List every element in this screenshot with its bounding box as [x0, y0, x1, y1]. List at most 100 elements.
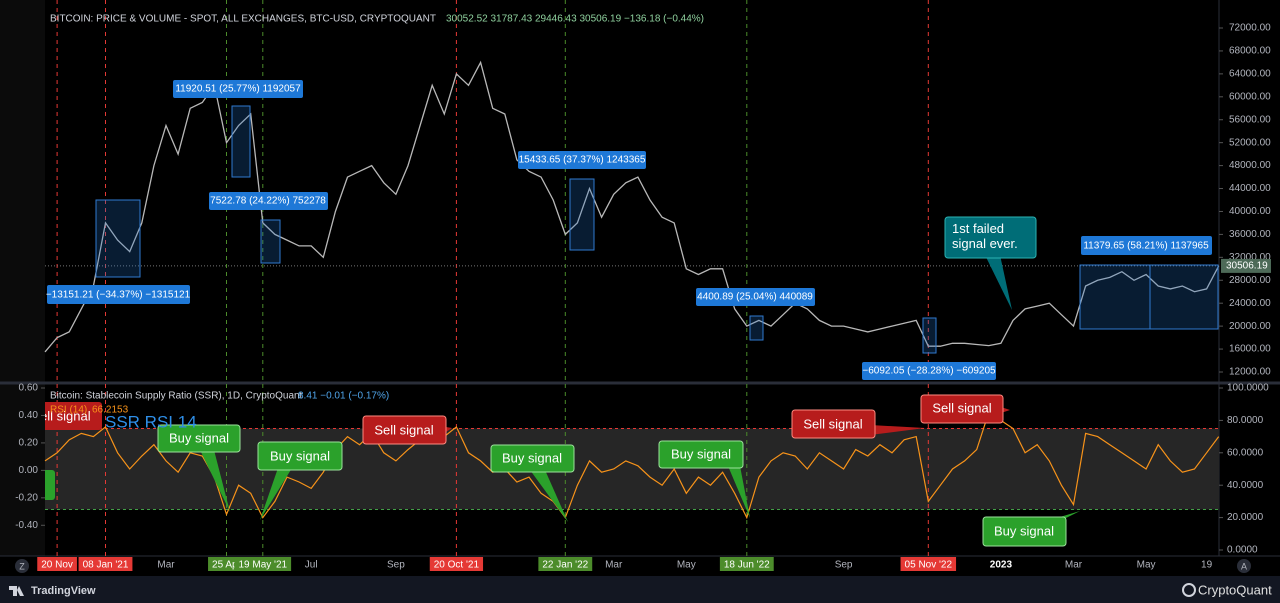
signal-label: Buy signal: [502, 450, 562, 465]
measure-label-bg: [1081, 236, 1212, 255]
zoom-button[interactable]: [15, 559, 29, 573]
callout-text-wrap: 1st failed signal ever.: [952, 221, 1018, 251]
y-tick-label: 60.0000: [1227, 447, 1264, 458]
signal-label: Sell signal: [31, 408, 90, 423]
last-price-label: 30506.19: [1226, 261, 1268, 272]
y-tick-label: 80.0000: [1227, 415, 1264, 426]
zoom-button-label[interactable]: Z: [19, 561, 25, 571]
measure-label: 11920.51 (25.77%) 1192057: [175, 84, 301, 95]
y-tick-label: 32000.00: [1229, 252, 1271, 263]
y-tick-label: 40000.00: [1229, 206, 1271, 217]
signal-label: Sell signal: [803, 416, 862, 431]
callout-box: [944, 216, 1037, 259]
y-tick-label: 100.0000: [1227, 383, 1269, 394]
x-tick-label: 19 May '21: [238, 560, 287, 571]
x-tick-label: May: [1137, 560, 1156, 571]
signal-label: Buy signal: [671, 446, 731, 461]
y-tick-label: 0.0000: [1227, 545, 1258, 556]
y-tick-label: 40.0000: [1227, 480, 1264, 491]
signal-label: Sell signal: [932, 400, 991, 415]
x-tick-label: 22 Jan '22: [542, 560, 588, 571]
date-label-bg: [37, 557, 77, 571]
y-tick-label: 24000.00: [1229, 298, 1271, 309]
measure-box: [569, 178, 595, 251]
measure-label: 4400.89 (25.04%) 440089: [697, 292, 813, 303]
x-tick-label: May: [677, 560, 696, 571]
signal-label: Buy signal: [994, 523, 1054, 538]
rsi-label: RSI (14): [50, 405, 87, 416]
x-tick-label: 19: [1201, 560, 1213, 571]
sell-bubble: [791, 409, 876, 439]
buy-bubble: [490, 444, 575, 473]
tradingview-text[interactable]: TradingView: [31, 585, 96, 597]
plot-layer: 12000.00 16000.00 20000.00 24000.00 28000.00…: [15, 0, 1271, 571]
ssr-values: 8.41 −0.01 (−0.17%): [298, 391, 389, 402]
y-tick-label: 20.0000: [1227, 512, 1264, 523]
callout-tail: [985, 255, 1012, 310]
auto-button[interactable]: [1237, 559, 1251, 573]
buy-tail: [728, 466, 750, 518]
y-tick-label: 48000.00: [1229, 160, 1271, 171]
measure-label: 11379.65 (58.21%) 1137965: [1083, 241, 1209, 252]
rsi-band: [45, 428, 1219, 510]
x-tick-label: 2023: [990, 560, 1013, 571]
y-tick-label: 36000.00: [1229, 229, 1271, 240]
measure-label: −13151.21 (−34.37%) −1315121: [46, 290, 191, 301]
y-tick-label: 28000.00: [1229, 275, 1271, 286]
measure-label: 7522.78 (24.22%) 752278: [210, 196, 326, 207]
measure-box: [1079, 264, 1219, 330]
y-tick-label: 56000.00: [1229, 114, 1271, 125]
y-tick-label: 72000.00: [1229, 23, 1271, 34]
y2-tick-label: 0.00: [19, 465, 39, 476]
x-tick-label: Sep: [835, 560, 853, 571]
measure-label-bg: [173, 80, 303, 98]
y-tick-label: 60000.00: [1229, 91, 1271, 102]
x-tick-label: Sep: [387, 560, 405, 571]
y2-tick-label: 0.20: [19, 438, 39, 449]
y2-tick-label: 0.40: [19, 410, 39, 421]
overlay-label: SSR RSI 14: [105, 412, 197, 431]
y-tick-label: 16000.00: [1229, 344, 1271, 355]
x-tick-label: Mar: [605, 560, 623, 571]
measure-label: 15433.65 (37.37%) 1243365: [519, 155, 646, 166]
cryptoquant-text[interactable]: CryptoQuant: [1198, 582, 1272, 597]
x-tick-label: 08 Jan '21: [83, 560, 129, 571]
measure-box: [95, 199, 141, 278]
measure-label-bg: [696, 288, 815, 306]
sell-bubble: [45, 402, 102, 430]
buy-bubble: [257, 441, 343, 471]
measure-label-bg: [47, 285, 190, 304]
date-label-bg: [719, 557, 774, 571]
date-label-bg: [78, 557, 133, 571]
measure-labels: −13151.21 (−34.37%) −1315121 11920.51 (2…: [46, 80, 1212, 380]
price-line: [44, 60, 1220, 353]
buy-bubble: [982, 516, 1067, 547]
x-tick-label: 05 Nov '22: [905, 560, 953, 571]
x-tick-label: Mar: [157, 560, 175, 571]
rsi-line: [44, 411, 1220, 520]
date-label-bg: [429, 557, 484, 571]
y-tick-label: 52000.00: [1229, 137, 1271, 148]
buy-bubble-partial: [45, 470, 55, 500]
buy-bubble: [157, 424, 241, 453]
y-tick-label: 12000.00: [1229, 367, 1271, 378]
x-tick-label: Jul: [305, 560, 318, 571]
left-axis-bg: [0, 0, 45, 556]
x-tick-label: Mar: [1065, 560, 1083, 571]
cryptoquant-logo: [1182, 583, 1196, 597]
auto-button-label[interactable]: A: [1241, 561, 1247, 571]
measure-box: [922, 317, 937, 354]
sell-bubble: [920, 394, 1004, 424]
signal-label: Sell signal: [374, 422, 433, 437]
buy-tail: [260, 468, 292, 520]
sell-tail: [870, 425, 925, 435]
measure-label-bg: [518, 151, 646, 169]
y2-tick-label: -0.40: [15, 520, 38, 531]
signal-label: Buy signal: [169, 430, 229, 445]
y2-tick-label: 0.60: [19, 383, 39, 394]
measure-label-bg: [209, 192, 328, 210]
signal-label: Buy signal: [270, 448, 330, 463]
y-tick-label: 20000.00: [1229, 321, 1271, 332]
buy-bubble: [658, 440, 744, 469]
